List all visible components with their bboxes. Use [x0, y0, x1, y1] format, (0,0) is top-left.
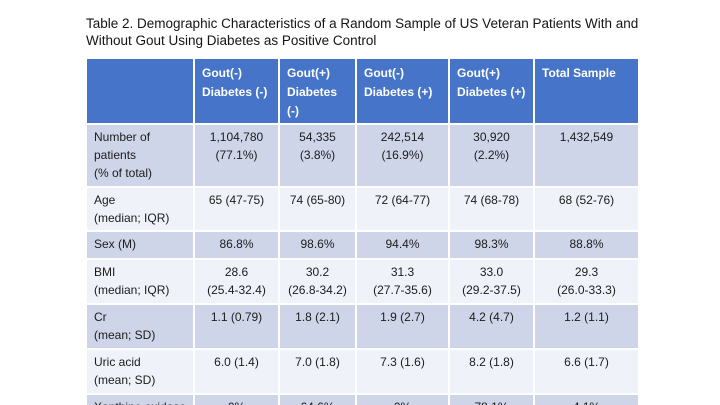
table-cell: 86.8%	[193, 230, 280, 260]
table-cell: 28.6 (25.4-32.4)	[193, 258, 280, 305]
table-cell: 98.6%	[278, 230, 357, 260]
header-row: Gout(-) Diabetes (-) Gout(+) Diabetes (-…	[85, 57, 640, 125]
table-cell: 98.3%	[448, 230, 535, 260]
column-header-gout-pos-diabetes-pos: Gout(+) Diabetes (+)	[448, 57, 535, 125]
table-cell: 1.8 (2.1)	[278, 303, 357, 350]
table-cell: 1.9 (2.7)	[355, 303, 450, 350]
table-cell: 4.1%	[533, 393, 640, 405]
table-cell: 1.1 (0.79)	[193, 303, 280, 350]
row-label: Xanthine oxidase inhibitor	[85, 393, 195, 405]
table-cell: 78.1%	[448, 393, 535, 405]
table-cell: 0%	[193, 393, 280, 405]
table-cell: 88.8%	[533, 230, 640, 260]
row-label: BMI (median; IQR)	[85, 258, 195, 305]
table-cell: 72 (64-77)	[355, 186, 450, 232]
row-label: Number of patients (% of total)	[85, 123, 195, 188]
column-header-gout-neg-diabetes-pos: Gout(-) Diabetes (+)	[355, 57, 450, 125]
table-row-bmi: BMI (median; IQR) 28.6 (25.4-32.4) 30.2 …	[85, 258, 640, 305]
table-cell: 6.6 (1.7)	[533, 348, 640, 395]
row-label: Uric acid (mean; SD)	[85, 348, 195, 395]
table-cell: 74 (68-78)	[448, 186, 535, 232]
column-header-blank	[85, 57, 195, 125]
table-cell: 1,104,780 (77.1%)	[193, 123, 280, 188]
table-cell: 4.2 (4.7)	[448, 303, 535, 350]
table-cell: 6.0 (1.4)	[193, 348, 280, 395]
column-header-gout-pos-diabetes-neg: Gout(+) Diabetes (-)	[278, 57, 357, 125]
table-cell: 68 (52-76)	[533, 186, 640, 232]
table-cell: 64.6%	[278, 393, 357, 405]
table-row-xanthine-oxidase-inhibitor: Xanthine oxidase inhibitor 0% 64.6% 0% 7…	[85, 393, 640, 405]
row-label: Sex (M)	[85, 230, 195, 260]
row-label: Cr (mean; SD)	[85, 303, 195, 350]
column-header-gout-neg-diabetes-neg: Gout(-) Diabetes (-)	[193, 57, 280, 125]
table-row-sex: Sex (M) 86.8% 98.6% 94.4% 98.3% 88.8%	[85, 230, 640, 260]
table-cell: 1.2 (1.1)	[533, 303, 640, 350]
table-cell: 29.3 (26.0-33.3)	[533, 258, 640, 305]
demographics-table: Gout(-) Diabetes (-) Gout(+) Diabetes (-…	[85, 57, 640, 405]
row-label: Age (median; IQR)	[85, 186, 195, 232]
table-cell: 8.2 (1.8)	[448, 348, 535, 395]
table-cell: 1,432,549	[533, 123, 640, 188]
table-cell: 242,514 (16.9%)	[355, 123, 450, 188]
column-header-total-sample: Total Sample	[533, 57, 640, 125]
table-cell: 30.2 (26.8-34.2)	[278, 258, 357, 305]
page-title: Table 2. Demographic Characteristics of …	[86, 16, 639, 48]
table-cell: 31.3 (27.7-35.6)	[355, 258, 450, 305]
table-cell: 7.3 (1.6)	[355, 348, 450, 395]
table-cell: 7.0 (1.8)	[278, 348, 357, 395]
table-cell: 94.4%	[355, 230, 450, 260]
table-row-uric-acid: Uric acid (mean; SD) 6.0 (1.4) 7.0 (1.8)…	[85, 348, 640, 395]
table-cell: 0%	[355, 393, 450, 405]
table-cell: 65 (47-75)	[193, 186, 280, 232]
table-cell: 30,920 (2.2%)	[448, 123, 535, 188]
table-row-cr: Cr (mean; SD) 1.1 (0.79) 1.8 (2.1) 1.9 (…	[85, 303, 640, 350]
table-row-number-of-patients: Number of patients (% of total) 1,104,78…	[85, 123, 640, 188]
table-cell: 74 (65-80)	[278, 186, 357, 232]
table-row-age: Age (median; IQR) 65 (47-75) 74 (65-80) …	[85, 186, 640, 232]
table-cell: 54,335 (3.8%)	[278, 123, 357, 188]
table-cell: 33.0 (29.2-37.5)	[448, 258, 535, 305]
